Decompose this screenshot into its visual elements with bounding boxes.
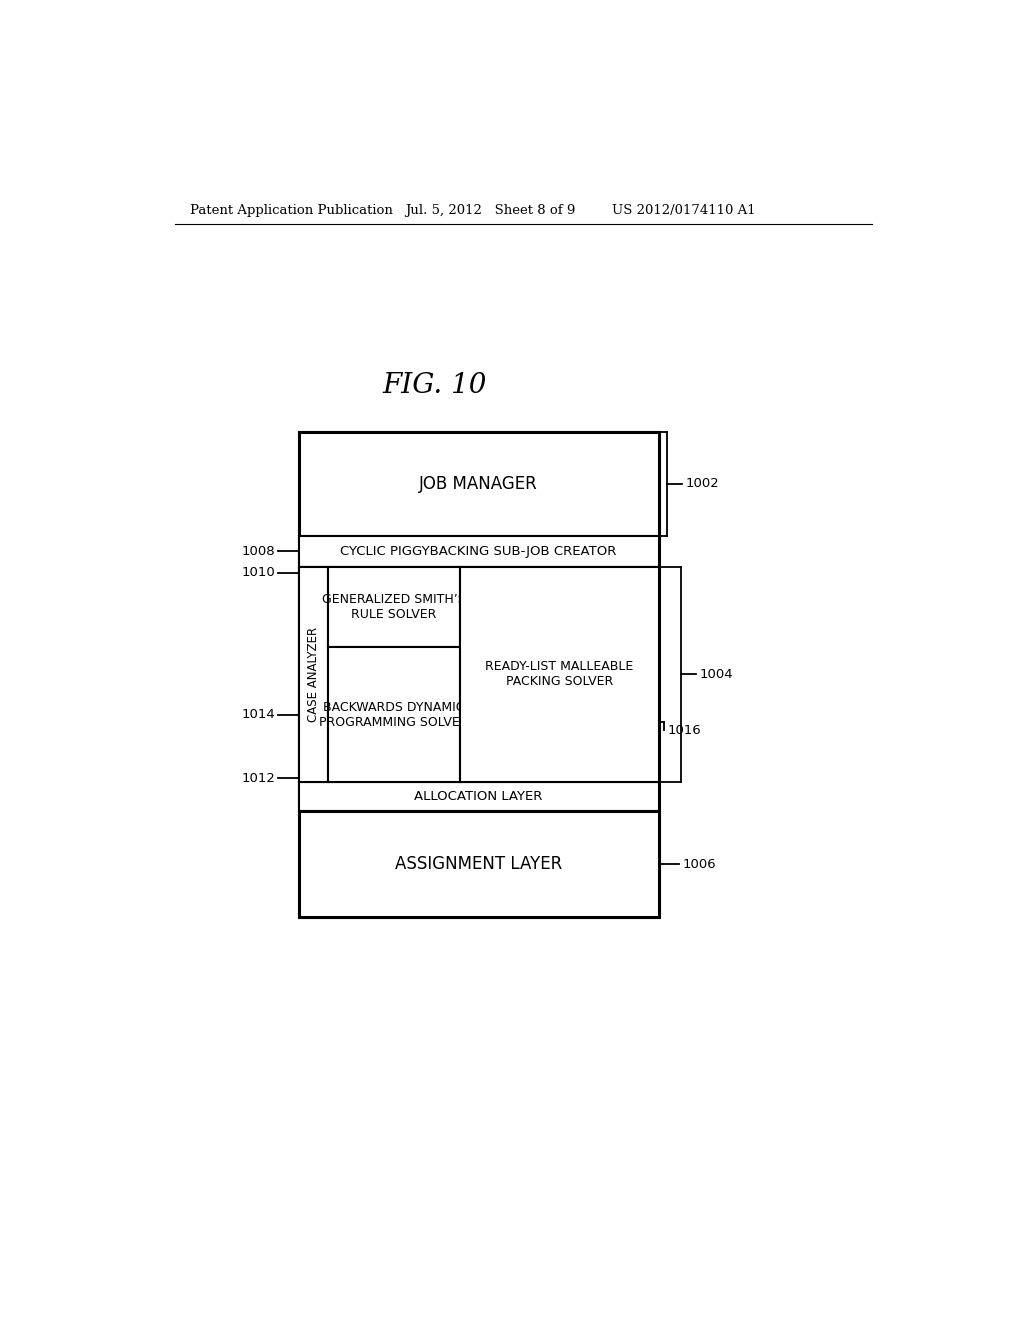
Text: CYCLIC PIGGYBACKING SUB-JOB CREATOR: CYCLIC PIGGYBACKING SUB-JOB CREATOR <box>341 545 616 557</box>
Bar <box>299 566 328 781</box>
Text: 1008: 1008 <box>242 545 275 557</box>
Text: 1002: 1002 <box>686 478 720 490</box>
Bar <box>299 432 658 536</box>
Text: JOB MANAGER: JOB MANAGER <box>419 475 538 492</box>
Text: 1014: 1014 <box>242 709 275 721</box>
Bar <box>328 647 460 781</box>
Bar <box>299 812 658 917</box>
Bar <box>299 566 658 781</box>
Text: GENERALIZED SMITH’S
RULE SOLVER: GENERALIZED SMITH’S RULE SOLVER <box>322 593 466 620</box>
Bar <box>328 566 460 647</box>
Text: CASE ANALYZER: CASE ANALYZER <box>307 627 319 722</box>
Bar <box>460 566 658 781</box>
Bar <box>299 781 658 812</box>
Bar <box>299 536 658 566</box>
Text: US 2012/0174110 A1: US 2012/0174110 A1 <box>612 205 756 218</box>
Text: 1006: 1006 <box>682 858 716 871</box>
Text: 1004: 1004 <box>700 668 733 681</box>
Text: Jul. 5, 2012   Sheet 8 of 9: Jul. 5, 2012 Sheet 8 of 9 <box>404 205 575 218</box>
Text: 1012: 1012 <box>242 772 275 785</box>
Text: 1010: 1010 <box>242 566 275 579</box>
Text: ALLOCATION LAYER: ALLOCATION LAYER <box>415 791 543 804</box>
Text: BACKWARDS DYNAMIC
PROGRAMMING SOLVER: BACKWARDS DYNAMIC PROGRAMMING SOLVER <box>319 701 469 729</box>
Text: ASSIGNMENT LAYER: ASSIGNMENT LAYER <box>395 855 562 873</box>
Text: FIG. 10: FIG. 10 <box>382 372 486 399</box>
Text: 1016: 1016 <box>668 723 701 737</box>
Text: READY-LIST MALLEABLE
PACKING SOLVER: READY-LIST MALLEABLE PACKING SOLVER <box>485 660 634 688</box>
Bar <box>299 432 658 917</box>
Text: Patent Application Publication: Patent Application Publication <box>190 205 393 218</box>
